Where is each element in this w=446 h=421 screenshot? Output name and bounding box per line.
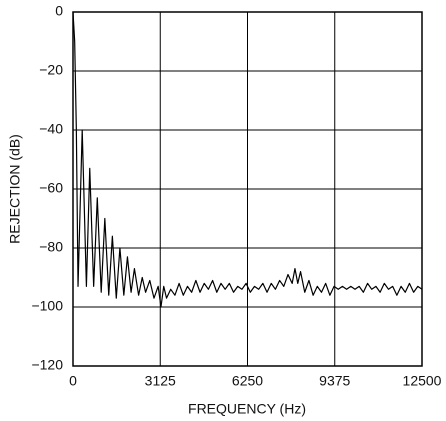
x-tick-label: 9375: [319, 373, 350, 389]
x-tick-label: 12500: [403, 373, 442, 389]
y-tick-label: −120: [31, 357, 63, 373]
y-tick-label: −100: [31, 298, 63, 314]
x-tick-label: 0: [69, 373, 77, 389]
y-tick-label: −60: [39, 180, 63, 196]
y-tick-label: 0: [55, 3, 63, 19]
x-axis-title: FREQUENCY (Hz): [188, 401, 306, 417]
y-tick-label: −40: [39, 121, 63, 137]
y-axis-title: REJECTION (dB): [7, 134, 23, 244]
y-tick-label: −20: [39, 62, 63, 78]
x-tick-label: 3125: [145, 373, 176, 389]
x-tick-label: 6250: [232, 373, 263, 389]
y-tick-label: −80: [39, 239, 63, 255]
data-line: [72, 11, 423, 308]
